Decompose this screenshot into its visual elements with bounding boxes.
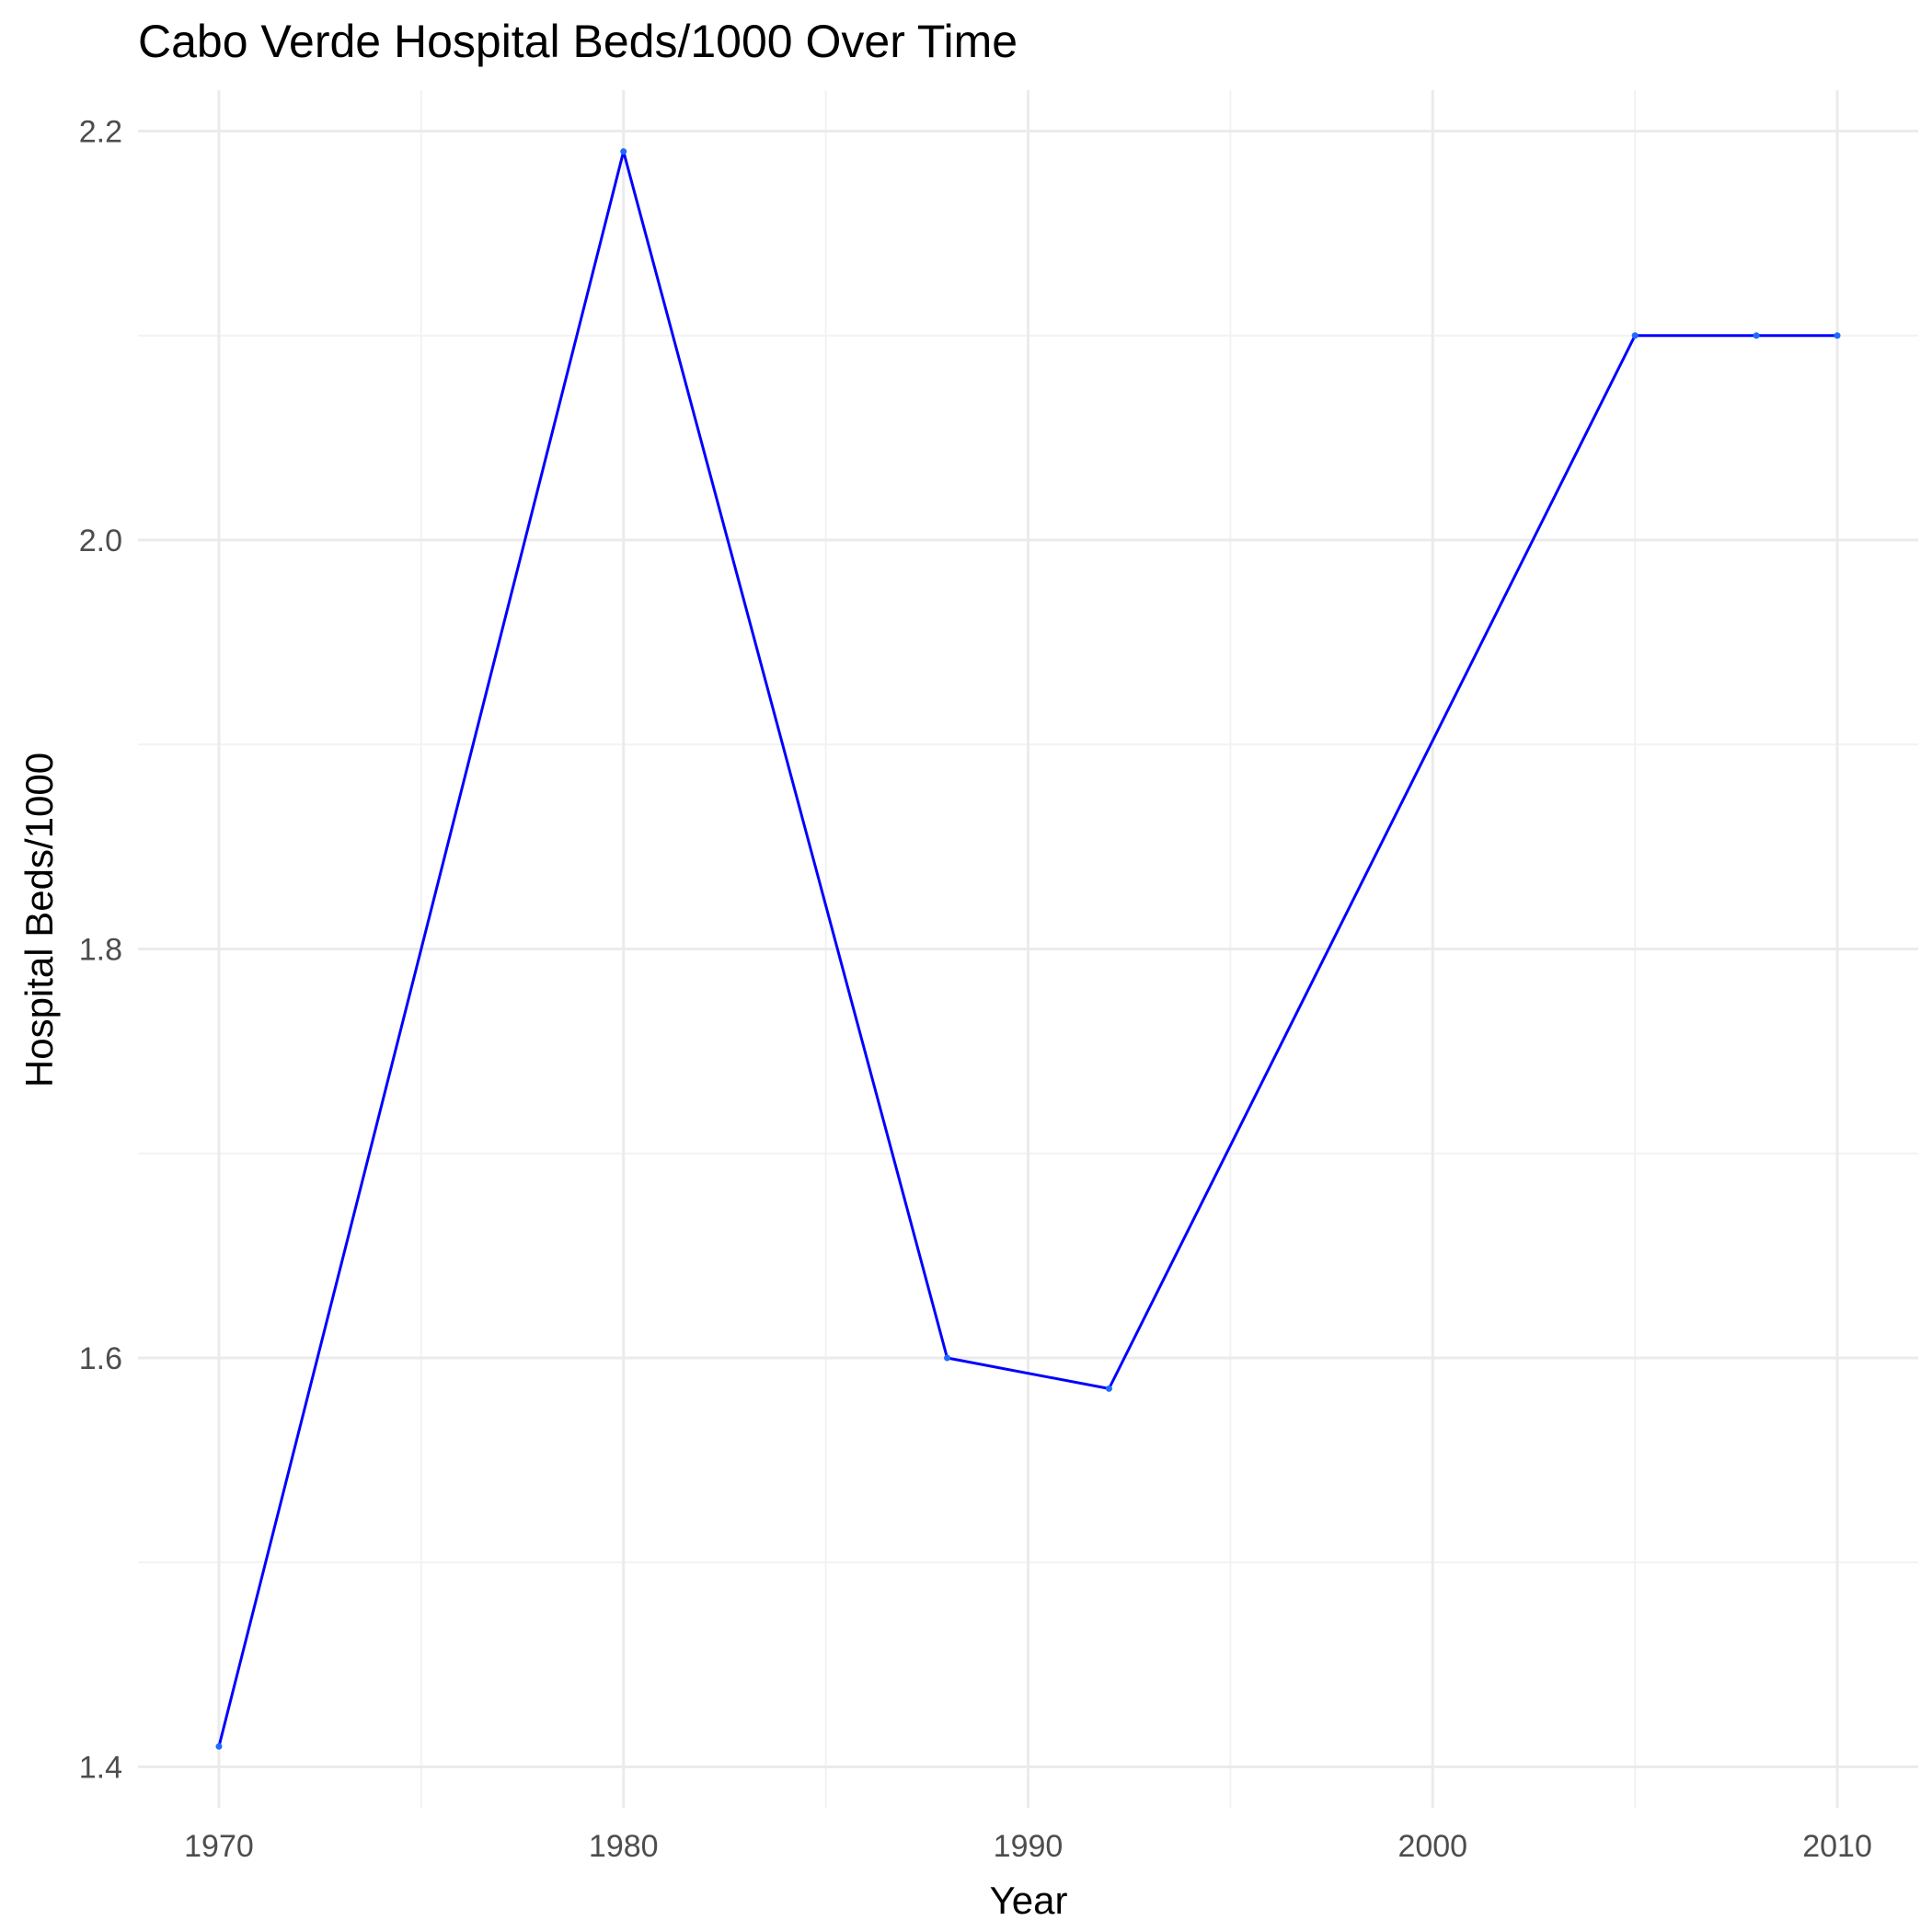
grid-major: [138, 90, 1918, 1808]
data-point: [1631, 332, 1639, 339]
data-point: [215, 1742, 223, 1750]
data-point: [1834, 332, 1841, 339]
y-tick-label: 2.0: [79, 523, 122, 558]
y-axis-title: Hospital Beds/1000: [17, 753, 61, 1087]
data-point: [1753, 332, 1760, 339]
y-tick-label: 1.8: [79, 933, 122, 968]
data-point: [1105, 1385, 1112, 1392]
x-tick-label: 1990: [994, 1829, 1064, 1864]
chart-title: Cabo Verde Hospital Beds/1000 Over Time: [138, 16, 1018, 67]
y-axis-ticks: 1.4 1.6 1.8 2.0 2.2: [79, 114, 122, 1785]
y-tick-label: 2.2: [79, 114, 122, 149]
y-tick-label: 1.6: [79, 1341, 122, 1376]
x-tick-label: 1980: [589, 1829, 659, 1864]
x-axis-title: Year: [990, 1879, 1068, 1922]
y-tick-label: 1.4: [79, 1751, 122, 1786]
x-tick-label: 2000: [1397, 1829, 1467, 1864]
data-point: [620, 148, 627, 155]
series-layer: [215, 148, 1841, 1750]
data-point: [944, 1354, 951, 1362]
x-axis-ticks: 1970 1980 1990 2000 2010: [184, 1829, 1872, 1864]
x-tick-label: 1970: [184, 1829, 254, 1864]
x-tick-label: 2010: [1802, 1829, 1872, 1864]
